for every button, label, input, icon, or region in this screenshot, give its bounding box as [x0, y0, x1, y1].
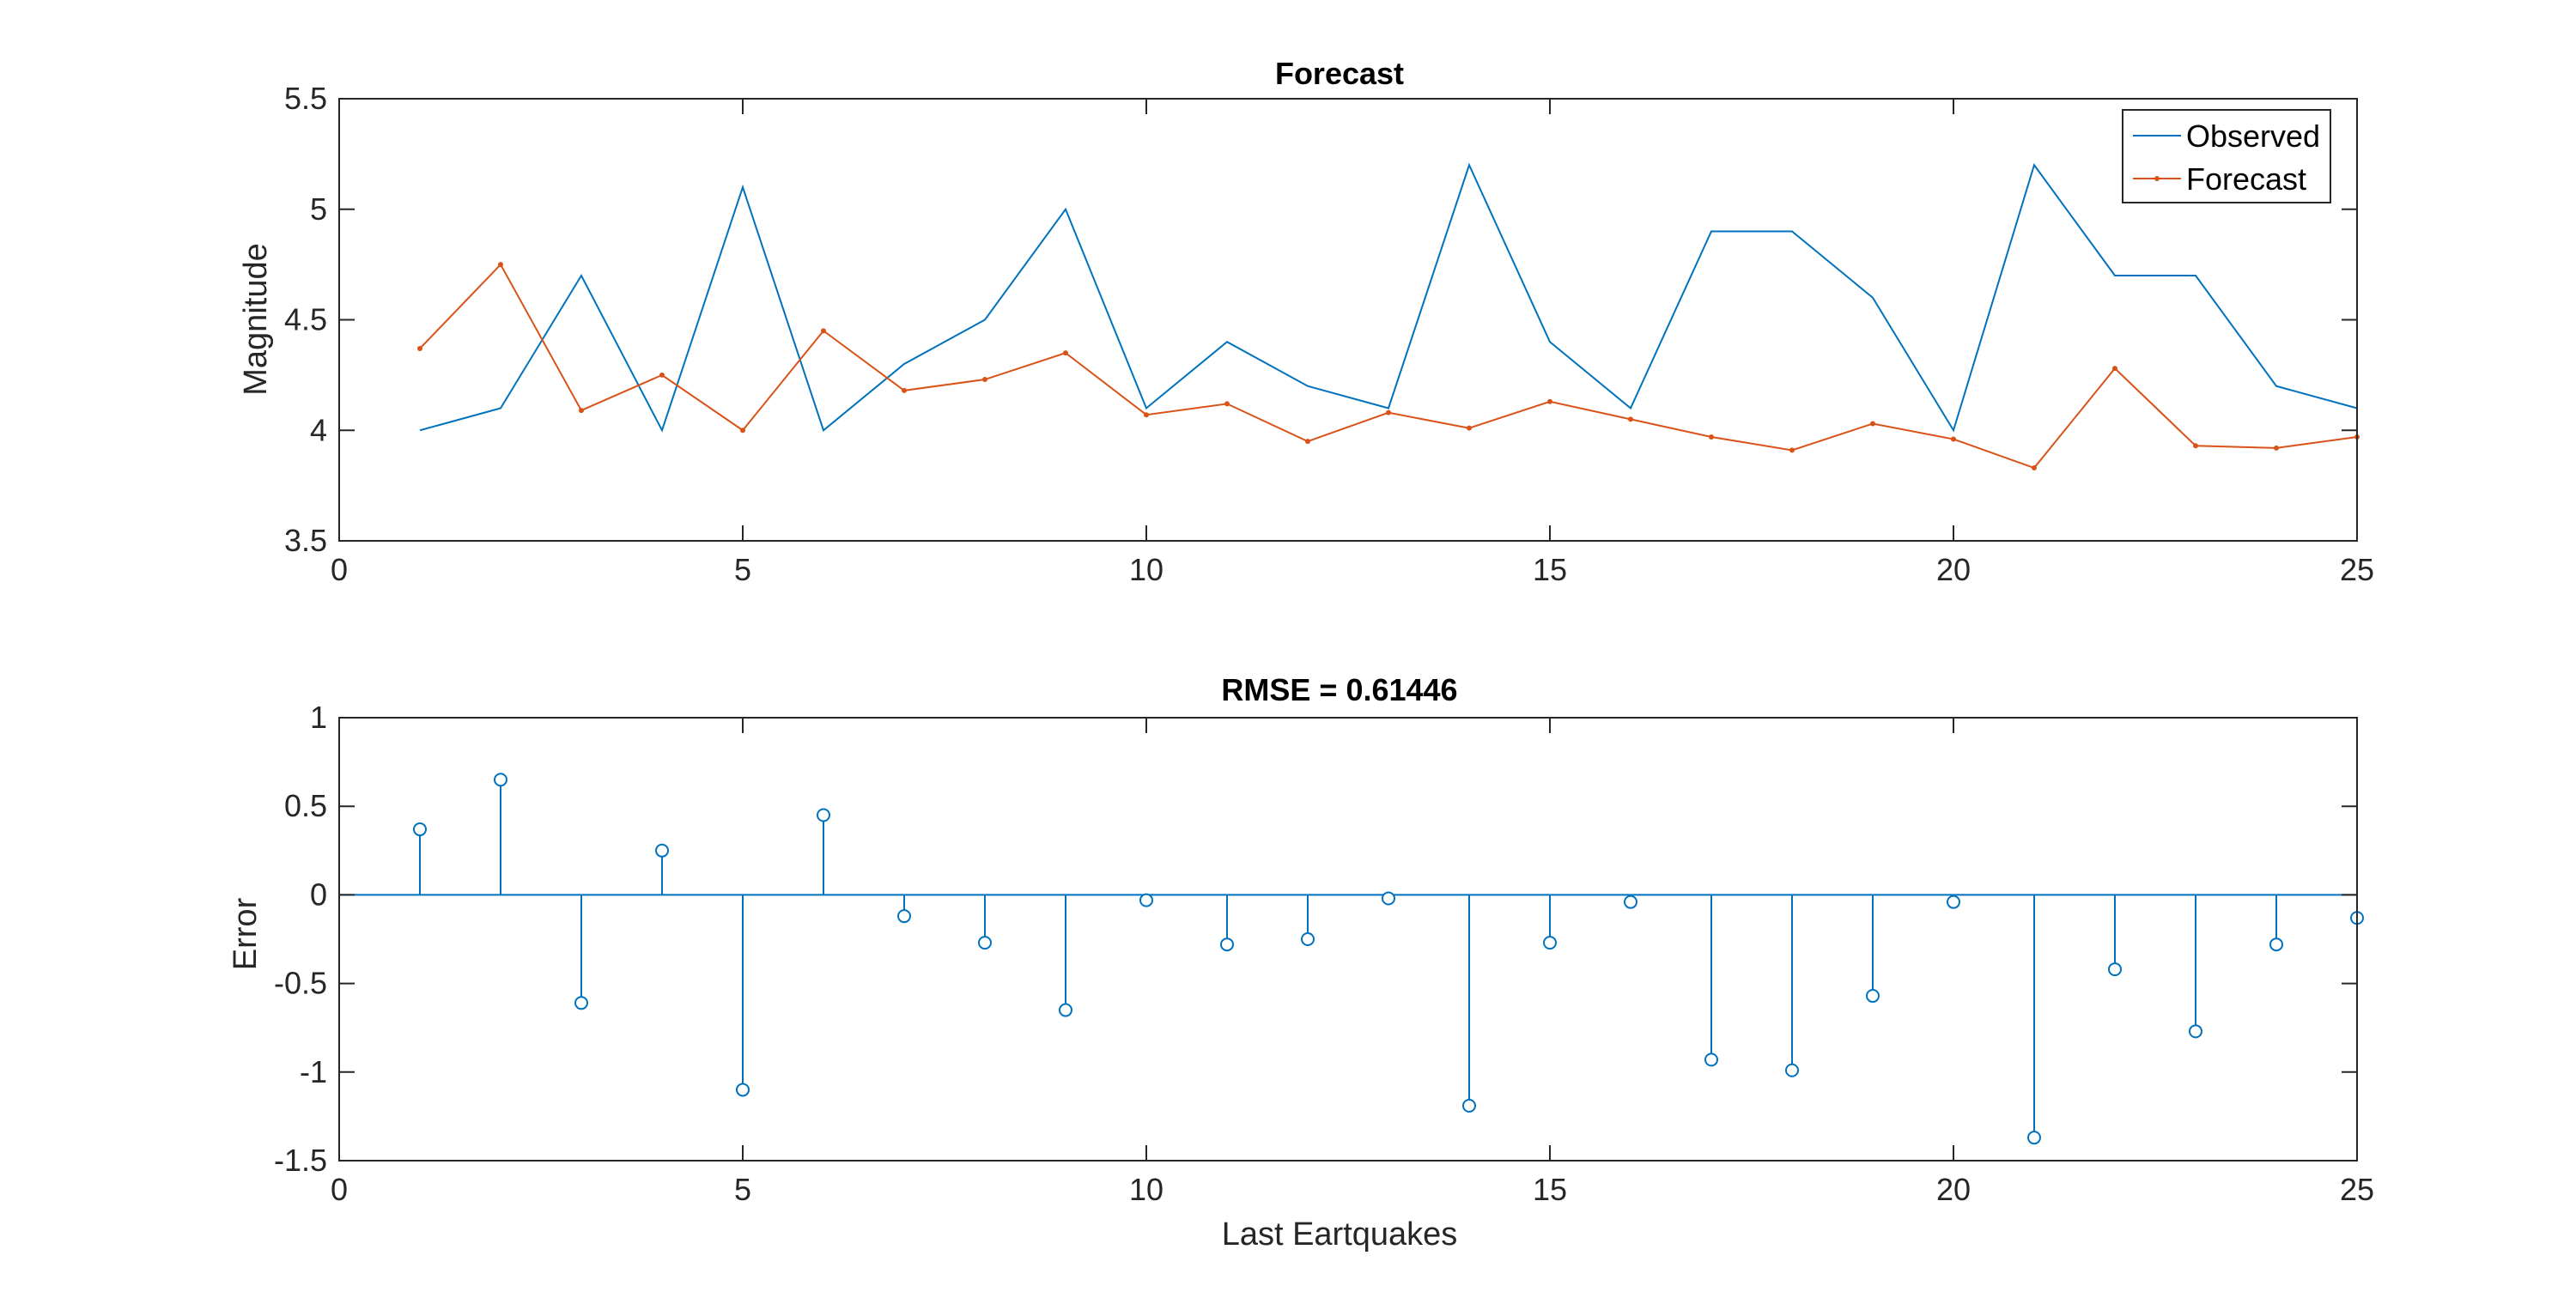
- forecast-legend: Observed Forecast: [2122, 109, 2331, 203]
- stem-marker: [413, 822, 427, 837]
- error-ytick-label: -1.5: [274, 1143, 327, 1178]
- stem-marker: [1624, 895, 1637, 909]
- stem-marker: [2108, 962, 2122, 977]
- data-point-forecast: [1144, 412, 1149, 418]
- legend-box: [2122, 109, 2331, 203]
- error-xtick-label: 5: [734, 1172, 751, 1207]
- data-point-forecast: [1628, 416, 1633, 422]
- stem-marker: [2027, 1131, 2041, 1145]
- legend-forecast-label: Forecast: [2186, 161, 2306, 197]
- data-point-forecast: [417, 345, 422, 351]
- forecast-title: Forecast: [1275, 56, 1404, 91]
- forecast-ytick-label: 4.5: [284, 302, 327, 337]
- data-point-forecast: [902, 387, 907, 393]
- data-point-forecast: [821, 328, 826, 334]
- data-point-forecast: [1547, 398, 1552, 404]
- legend-observed-label: Observed: [2186, 118, 2320, 154]
- stem-marker: [1947, 895, 1960, 909]
- data-point-forecast: [1951, 436, 1956, 442]
- data-point-forecast: [498, 262, 503, 268]
- forecast-xtick-label: 0: [331, 552, 348, 587]
- forecast-xtick-label: 10: [1129, 552, 1163, 587]
- stem-marker: [817, 808, 830, 822]
- forecast-ytick-label: 5.5: [284, 81, 327, 116]
- stem-marker: [1785, 1063, 1799, 1077]
- data-point-forecast: [1224, 401, 1230, 407]
- error-xtick-label: 15: [1533, 1172, 1567, 1207]
- stem-marker: [494, 773, 507, 787]
- error-ytick-label: 1: [310, 700, 327, 735]
- stem-marker: [897, 909, 911, 924]
- forecast-ytick-label: 3.5: [284, 523, 327, 558]
- error-ytick-label: -1: [300, 1054, 327, 1089]
- stem-marker: [574, 996, 588, 1010]
- data-point-forecast: [982, 377, 987, 383]
- stem-marker: [978, 936, 992, 950]
- stem-marker: [1301, 932, 1315, 946]
- stem-marker: [1866, 989, 1880, 1004]
- data-point-forecast: [1063, 350, 1068, 356]
- error-ytick-label: -0.5: [274, 966, 327, 1001]
- forecast-xtick-label: 25: [2340, 552, 2374, 587]
- stem-marker: [1462, 1099, 1476, 1113]
- stem-marker: [736, 1083, 750, 1097]
- stem-marker: [1139, 893, 1153, 907]
- data-point-forecast: [659, 372, 665, 378]
- forecast-ytick-label: 5: [310, 191, 327, 227]
- forecast-ytick-label: 4: [310, 412, 327, 447]
- stem-marker: [1059, 1003, 1072, 1017]
- data-point-forecast: [740, 428, 745, 434]
- error-ylabel: Error: [228, 897, 264, 970]
- error-xtick-label: 10: [1129, 1172, 1163, 1207]
- data-point-forecast: [2032, 465, 2037, 471]
- error-xlabel: Last Eartquakes: [1222, 1216, 1458, 1253]
- forecast-xtick-label: 15: [1533, 552, 1567, 587]
- series-line-observed: [419, 162, 2358, 433]
- data-point-forecast: [1305, 439, 1310, 445]
- error-xtick-label: 25: [2340, 1172, 2374, 1207]
- stem-marker: [1220, 937, 1234, 952]
- error-title: RMSE = 0.61446: [1221, 672, 1457, 707]
- stem-marker: [2189, 1024, 2202, 1039]
- data-point-forecast: [1467, 425, 1472, 431]
- data-point-forecast: [1870, 421, 1875, 427]
- error-plot-frame: [338, 717, 2358, 1162]
- data-point-forecast: [2274, 445, 2279, 451]
- stem-marker: [655, 843, 669, 858]
- data-point-forecast: [2193, 443, 2198, 449]
- data-point-forecast: [1789, 447, 1795, 453]
- data-point-forecast: [1386, 409, 1391, 416]
- stem-marker: [2269, 937, 2283, 952]
- error-xtick-label: 20: [1936, 1172, 1971, 1207]
- stem-marker: [1382, 891, 1395, 906]
- stem-marker: [1704, 1052, 1718, 1067]
- forecast-axes: 0 5 10 15 20 25 3.5 4 4.5 5 5.5 Forecast Magnitude…: [238, 56, 2374, 587]
- error-ytick-label: 0.5: [284, 788, 327, 823]
- forecast-xtick-label: 5: [734, 552, 751, 587]
- data-point-forecast: [579, 408, 584, 414]
- forecast-ylabel: Magnitude: [238, 243, 274, 395]
- error-axes: 0 5 10 15 20 25 -1.5 -1 -0.5 0 0.5 1 RMSE = 0.61446…: [228, 672, 2374, 1253]
- legend-forecast-marker: [2154, 176, 2160, 181]
- error-ytick-label: 0: [310, 876, 327, 912]
- data-point-forecast: [2112, 366, 2117, 372]
- forecast-xtick-label: 20: [1936, 552, 1971, 587]
- error-xtick-label: 0: [331, 1172, 348, 1207]
- data-point-forecast: [1709, 434, 1714, 440]
- stem-marker: [1543, 936, 1557, 950]
